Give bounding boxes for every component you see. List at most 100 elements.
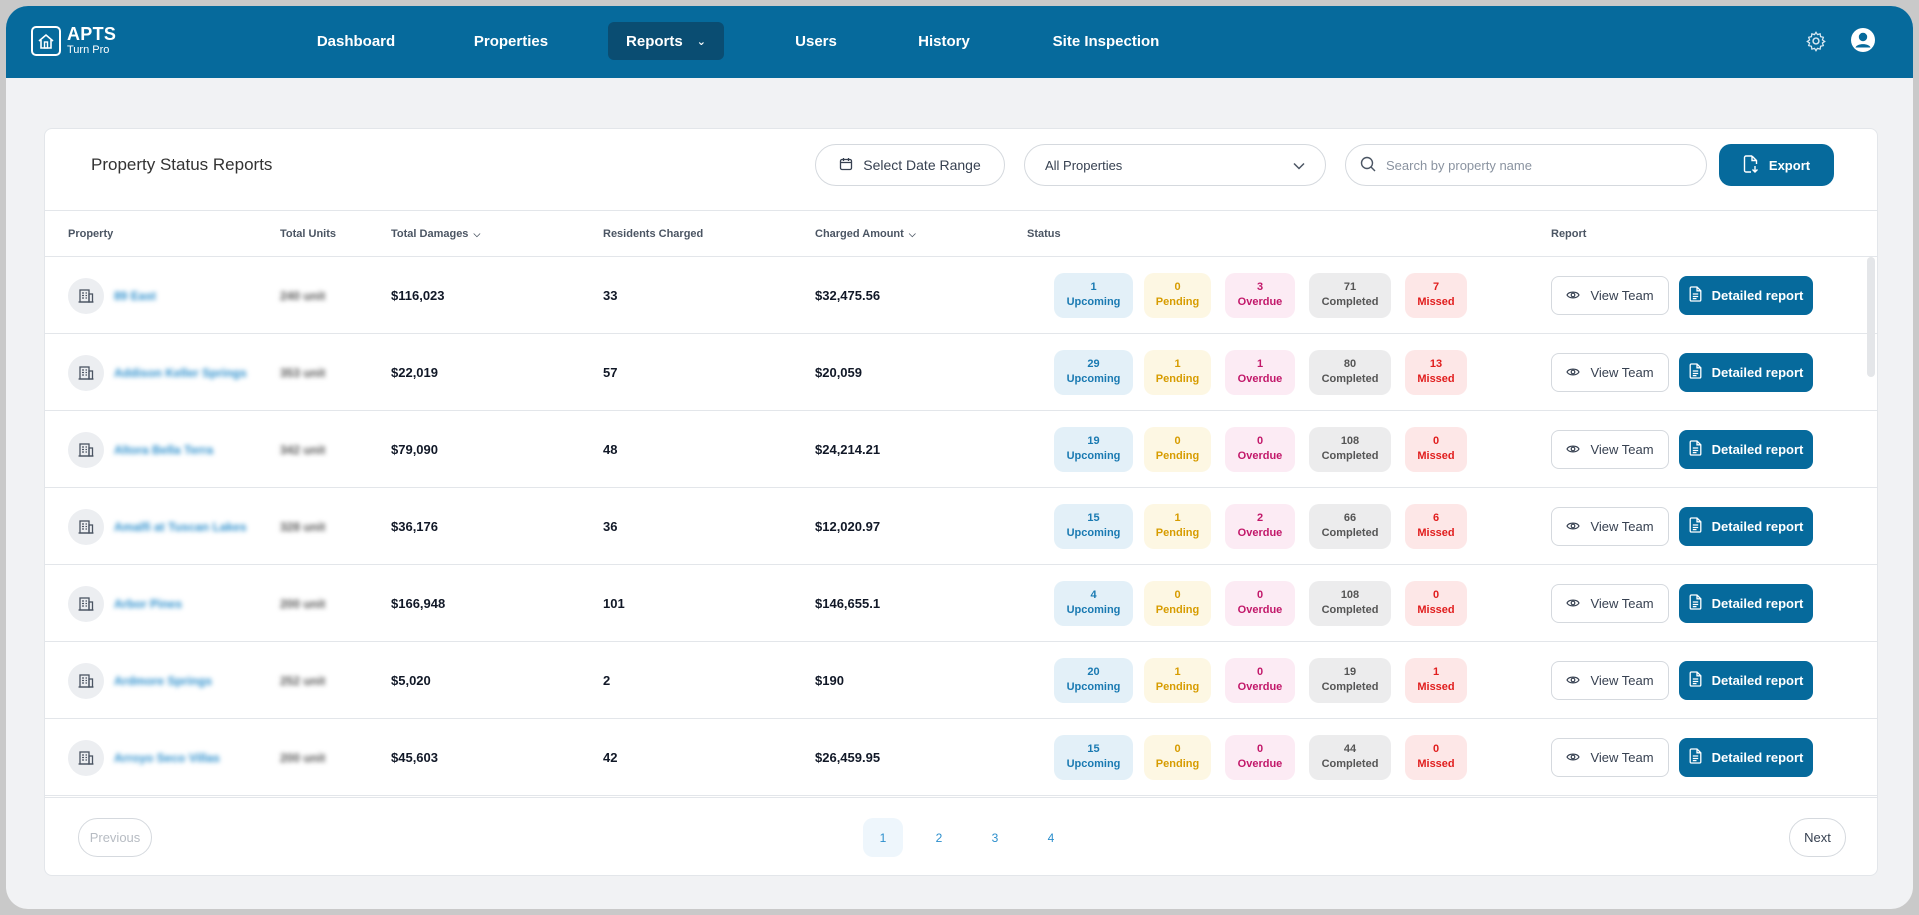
property-name-link[interactable]: 89 East — [114, 289, 157, 303]
detailed-report-button[interactable]: Detailed report — [1679, 507, 1813, 546]
column-header-charged-amount[interactable]: Charged Amount ⌵ — [815, 228, 916, 240]
property-name-link[interactable]: Addison Keller Springs — [114, 366, 247, 380]
status-completed-count: 66 — [1343, 512, 1357, 524]
view-team-label: View Team — [1590, 442, 1654, 457]
user-account-icon[interactable] — [1850, 27, 1876, 58]
status-overdue-count: 0 — [1256, 666, 1264, 678]
property-name-link[interactable]: Altora Bella Terra — [114, 443, 214, 457]
detailed-report-label: Detailed report — [1711, 288, 1804, 303]
eye-icon — [1566, 750, 1581, 765]
nav-users[interactable]: Users — [795, 32, 837, 50]
status-pending-badge: 0 Pending — [1144, 581, 1211, 626]
status-pending-label: Pending — [1155, 758, 1200, 770]
status-overdue-count: 2 — [1256, 512, 1264, 524]
nav-reports[interactable]: Reports ⌄ — [608, 22, 724, 60]
status-missed-count: 7 — [1432, 281, 1440, 293]
column-header-total-damages[interactable]: Total Damages ⌵ — [391, 228, 480, 240]
status-missed-label: Missed — [1417, 373, 1455, 385]
nav-site-inspection[interactable]: Site Inspection — [1052, 32, 1160, 50]
nav-properties[interactable]: Properties — [473, 32, 549, 50]
property-name-link[interactable]: Amalfi at Tuscan Lakes — [114, 520, 247, 534]
charged-amount-value: $12,020.97 — [815, 519, 881, 534]
status-pending-label: Pending — [1155, 604, 1200, 616]
status-upcoming-count: 29 — [1087, 358, 1100, 370]
property-name-link[interactable]: Arbor Pines — [114, 597, 183, 611]
status-completed-label: Completed — [1321, 758, 1379, 770]
status-upcoming-label: Upcoming — [1066, 450, 1121, 462]
view-team-button[interactable]: View Team — [1551, 584, 1669, 623]
app-title: APTS — [67, 24, 117, 44]
charged-amount-value: $26,459.95 — [815, 750, 881, 765]
page-title: Property Status Reports — [91, 155, 273, 174]
export-label: Export — [1768, 157, 1811, 173]
page-1-button[interactable]: 1 — [863, 818, 903, 857]
status-overdue-badge: 1 Overdue — [1225, 350, 1295, 395]
eye-icon — [1566, 673, 1581, 688]
document-icon — [1689, 440, 1702, 459]
property-select[interactable]: All Properties — [1024, 144, 1326, 186]
residents-charged-value: 2 — [603, 673, 611, 688]
eye-icon — [1566, 288, 1581, 303]
view-team-button[interactable]: View Team — [1551, 276, 1669, 315]
status-completed-label: Completed — [1321, 604, 1379, 616]
building-icon — [68, 509, 104, 545]
page-4-button[interactable]: 4 — [1047, 830, 1055, 845]
nav-history[interactable]: History — [918, 32, 970, 50]
detailed-report-button[interactable]: Detailed report — [1679, 276, 1813, 315]
column-header-residents-charged: Residents Charged — [603, 228, 704, 240]
previous-page-button[interactable]: Previous — [78, 818, 152, 857]
page-3-button[interactable]: 3 — [991, 830, 999, 845]
status-overdue-label: Overdue — [1237, 296, 1283, 308]
date-range-button[interactable]: Select Date Range — [815, 144, 1005, 186]
view-team-button[interactable]: View Team — [1551, 430, 1669, 469]
view-team-button[interactable]: View Team — [1551, 738, 1669, 777]
status-missed-label: Missed — [1417, 758, 1455, 770]
detailed-report-button[interactable]: Detailed report — [1679, 661, 1813, 700]
total-damages-value: $116,023 — [391, 288, 445, 303]
status-upcoming-label: Upcoming — [1066, 604, 1121, 616]
status-missed-label: Missed — [1417, 296, 1455, 308]
status-completed-count: 71 — [1343, 281, 1357, 293]
status-upcoming-label: Upcoming — [1066, 527, 1121, 539]
app-logo[interactable]: APTS Turn Pro — [31, 25, 116, 56]
detailed-report-button[interactable]: Detailed report — [1679, 738, 1813, 777]
next-page-button[interactable]: Next — [1789, 818, 1846, 857]
view-team-button[interactable]: View Team — [1551, 661, 1669, 700]
detailed-report-button[interactable]: Detailed report — [1679, 430, 1813, 469]
building-icon — [68, 663, 104, 699]
status-missed-badge: 13 Missed — [1405, 350, 1467, 395]
table-row: Arbor Pines 200 unit $166,948 101 $146,655.1… — [45, 565, 1877, 642]
charged-amount-value: $32,475.56 — [815, 288, 881, 303]
export-button[interactable]: Export — [1719, 144, 1834, 186]
status-missed-badge: 6 Missed — [1405, 504, 1467, 549]
building-icon — [68, 432, 104, 468]
detailed-report-button[interactable]: Detailed report — [1679, 353, 1813, 392]
status-completed-label: Completed — [1321, 373, 1379, 385]
nav-dashboard[interactable]: Dashboard — [316, 32, 396, 50]
table-scrollbar[interactable] — [1867, 257, 1875, 377]
column-header-total-damages-label: Total Damages — [391, 228, 469, 240]
detailed-report-label: Detailed report — [1711, 750, 1804, 765]
status-missed-count: 0 — [1432, 589, 1440, 601]
detailed-report-button[interactable]: Detailed report — [1679, 584, 1813, 623]
table-header: Property Total Units Total Damages ⌵ Resi… — [45, 211, 1877, 257]
status-missed-label: Missed — [1417, 450, 1455, 462]
property-name-link[interactable]: Arroyo Seco Villas — [114, 751, 220, 765]
status-missed-count: 0 — [1432, 743, 1440, 755]
page-2-button[interactable]: 2 — [935, 830, 943, 845]
app-subtitle: Turn Pro — [67, 44, 110, 56]
status-upcoming-count: 20 — [1087, 666, 1100, 678]
view-team-button[interactable]: View Team — [1551, 353, 1669, 392]
status-pending-badge: 0 Pending — [1144, 427, 1211, 472]
property-name-link[interactable]: Ardmore Springs — [114, 674, 213, 688]
status-pending-badge: 1 Pending — [1144, 658, 1211, 703]
view-team-button[interactable]: View Team — [1551, 507, 1669, 546]
status-overdue-count: 1 — [1256, 358, 1264, 370]
status-completed-badge: 66 Completed — [1309, 504, 1391, 549]
search-box[interactable] — [1345, 144, 1707, 186]
search-input[interactable] — [1386, 157, 1676, 173]
eye-icon — [1566, 442, 1581, 457]
view-team-label: View Team — [1590, 596, 1654, 611]
status-overdue-label: Overdue — [1237, 758, 1283, 770]
settings-gear-icon[interactable] — [1805, 30, 1827, 57]
